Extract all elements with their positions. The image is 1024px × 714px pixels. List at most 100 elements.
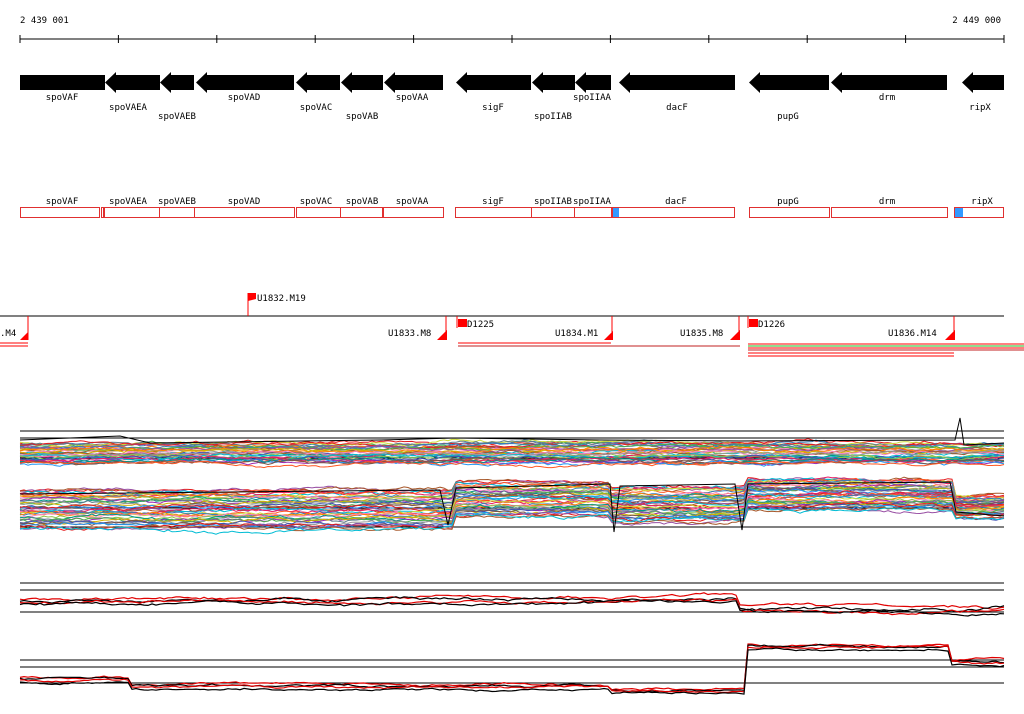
ruler-ticks (19, 35, 1005, 43)
gene-box-pupG[interactable]: pupG (749, 197, 830, 218)
gene-arrow-spoVAC[interactable]: spoVAC (296, 72, 340, 113)
gene-box-spoIIAB[interactable]: spoIIAB (531, 197, 575, 218)
gene-box-spoVAC[interactable]: spoVAC (296, 197, 341, 218)
transcription-unit-track: .M4 U1832.M19 U1833.M8 D1225 U1834.M1 U1… (0, 293, 1024, 357)
gene-box-label: sigF (482, 197, 504, 207)
gene-arrow-dacF[interactable]: dacF (619, 72, 735, 113)
gene-box-drm[interactable]: drm (831, 197, 948, 218)
expression-trace (19, 456, 1005, 466)
gene-arrow-drm[interactable]: drm (831, 72, 947, 103)
gene-arrow-sigF[interactable]: sigF (456, 72, 531, 113)
gene-box-spoVAEB[interactable]: spoVAEB (158, 197, 196, 218)
gene-box-label: drm (879, 197, 895, 207)
expression-trace-black (19, 417, 1005, 446)
expression-trace (19, 486, 1005, 507)
expression-trace (19, 449, 1005, 460)
expression-trace (19, 480, 1005, 505)
gene-box-spoVAEA[interactable]: spoVAEA (101, 197, 160, 218)
expression-trace (19, 643, 1005, 691)
expression-profile-panel-3 (19, 582, 1005, 617)
unit-label: D1225 (467, 320, 494, 330)
gene-box-spoIIAA[interactable]: spoIIAA (573, 197, 612, 218)
unit-label: .M4 (0, 329, 16, 339)
unit-U1834-M1[interactable]: U1834.M1 (555, 316, 613, 340)
expression-trace (19, 443, 1005, 451)
gene-box-spoVAF[interactable]: spoVAF (20, 197, 100, 218)
expression-trace (19, 592, 1005, 610)
gene-label: spoIIAA (573, 93, 612, 103)
gene-label: spoVAA (396, 93, 429, 103)
unit-D1226[interactable]: D1226 (747, 316, 785, 330)
gene-arrow-spoVAB[interactable]: spoVAB (341, 72, 383, 122)
expression-trace (19, 491, 1005, 517)
gene-label: pupG (777, 112, 799, 122)
unit-label: U1836.M14 (888, 329, 937, 339)
gene-arrow-pupG[interactable]: pupG (749, 72, 829, 122)
expression-trace (19, 486, 1005, 508)
gene-arrow-spoIIAA[interactable]: spoIIAA (573, 72, 612, 103)
expression-trace (19, 647, 1005, 695)
unit-label: U1835.M8 (680, 329, 723, 339)
unit-U1835-M8[interactable]: U1835.M8 (680, 316, 740, 340)
gene-label: spoVAEB (158, 112, 196, 122)
expression-trace (19, 495, 1005, 519)
gene-arrow-spoVAF[interactable]: spoVAF (20, 75, 105, 103)
gene-label: ripX (969, 103, 991, 113)
gene-box-label: spoVAEA (109, 197, 148, 207)
unit-coverage-bars (0, 342, 1024, 357)
gene-box-spoVAB[interactable]: spoVAB (340, 197, 383, 218)
gene-box-label: pupG (777, 197, 799, 207)
gene-box-label: spoIIAA (573, 197, 612, 207)
expression-trace (20, 456, 1005, 465)
gene-box-label: spoVAA (396, 197, 429, 207)
expression-trace (19, 643, 1005, 693)
coordinate-ruler: 2 439 001 2 449 000 (19, 16, 1005, 43)
gene-label: spoVAD (228, 93, 261, 103)
gene-label: spoVAC (300, 103, 333, 113)
unit-U1836-M14[interactable]: U1836.M14 (888, 316, 955, 340)
gene-box-dacF[interactable]: dacF (612, 197, 735, 218)
expression-trace (19, 502, 1005, 531)
unit-label: U1832.M19 (257, 294, 306, 304)
gene-arrow-ripX[interactable]: ripX (962, 72, 1004, 113)
gene-box-label: spoVAC (300, 197, 333, 207)
expression-trace (19, 596, 1005, 613)
gene-box-label: spoVAF (46, 197, 79, 207)
gene-box-label: spoIIAB (534, 197, 572, 207)
gene-label: dacF (666, 103, 688, 113)
unit-label: U1834.M1 (555, 329, 598, 339)
gene-label: spoVAB (346, 112, 379, 122)
unit-D1225[interactable]: D1225 (456, 316, 494, 330)
unit-M4[interactable]: .M4 (0, 316, 29, 340)
expression-trace (19, 505, 1005, 531)
gene-arrow-spoVAD[interactable]: spoVAD (196, 72, 294, 103)
highlight-marker (954, 207, 963, 218)
gene-label: spoVAEA (109, 103, 148, 113)
expression-trace-black (19, 481, 1005, 533)
expression-trace (19, 644, 1005, 693)
gene-arrow-spoVAA[interactable]: spoVAA (384, 72, 443, 103)
gene-box-spoVAA[interactable]: spoVAA (383, 197, 444, 218)
gene-box-label: spoVAB (346, 197, 379, 207)
gene-box-sigF[interactable]: sigF (455, 197, 532, 218)
expression-trace (19, 445, 1005, 455)
unit-U1833-M8[interactable]: U1833.M8 (388, 316, 447, 340)
gene-box-label: spoVAEB (158, 197, 196, 207)
gene-box-ripX[interactable]: ripX (954, 197, 1004, 218)
unit-U1832-M19[interactable]: U1832.M19 (247, 293, 306, 316)
gene-label: sigF (482, 103, 504, 113)
expression-trace (19, 454, 1005, 464)
expression-trace (19, 507, 1005, 535)
gene-box-track: spoVAF spoVAEA spoVAEB spoVAD spoVAC spo… (20, 197, 1004, 218)
gene-arrow-spoVAEB[interactable]: spoVAEB (158, 72, 196, 122)
gene-label: spoVAF (46, 93, 79, 103)
unit-label: D1226 (758, 320, 785, 330)
expression-profile-panel-1 (19, 417, 1005, 469)
expression-trace (19, 506, 1005, 532)
ruler-start-label: 2 439 001 (20, 16, 69, 26)
gene-arrow-spoVAEA[interactable]: spoVAEA (105, 72, 160, 113)
gene-arrow-spoIIAB[interactable]: spoIIAB (532, 72, 575, 122)
expression-profile-panel-2 (19, 476, 1005, 535)
gene-box-spoVAD[interactable]: spoVAD (194, 197, 295, 218)
